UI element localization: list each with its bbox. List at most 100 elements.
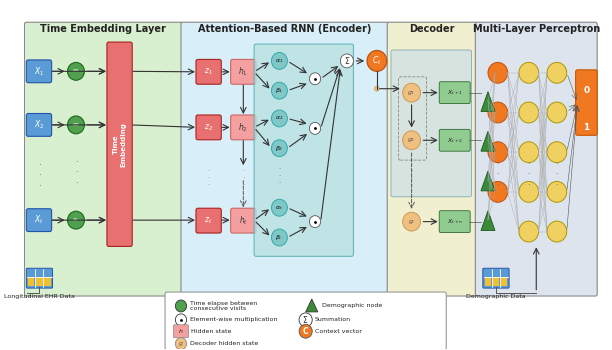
Text: $X_2$: $X_2$	[34, 119, 44, 131]
Text: $z_2$: $z_2$	[204, 122, 213, 133]
Circle shape	[519, 142, 539, 163]
FancyBboxPatch shape	[196, 115, 222, 140]
Polygon shape	[305, 299, 318, 312]
Text: $\Sigma$: $\Sigma$	[302, 314, 309, 326]
Circle shape	[272, 110, 288, 127]
Circle shape	[547, 142, 567, 163]
Text: $\Sigma$: $\Sigma$	[344, 55, 350, 66]
Circle shape	[488, 142, 508, 163]
Circle shape	[272, 140, 288, 157]
Text: $g_1$: $g_1$	[408, 89, 416, 97]
FancyBboxPatch shape	[439, 211, 470, 232]
Circle shape	[176, 300, 187, 312]
FancyBboxPatch shape	[439, 130, 470, 151]
Bar	[493, 277, 499, 286]
Circle shape	[547, 62, 567, 83]
FancyBboxPatch shape	[231, 115, 256, 140]
Polygon shape	[481, 131, 495, 151]
Text: $g_t$: $g_t$	[408, 218, 416, 226]
Text: Demographic Data: Demographic Data	[466, 294, 526, 299]
Circle shape	[272, 82, 288, 99]
Text: $X_1$: $X_1$	[34, 65, 44, 78]
Text: $z_t$: $z_t$	[204, 215, 213, 226]
Text: $\beta_1$: $\beta_1$	[275, 86, 283, 95]
FancyBboxPatch shape	[181, 22, 389, 296]
FancyBboxPatch shape	[476, 22, 597, 296]
Circle shape	[310, 122, 321, 134]
Circle shape	[367, 50, 387, 71]
Circle shape	[272, 229, 288, 246]
Text: Longitudinal EHR Data: Longitudinal EHR Data	[4, 294, 75, 299]
Circle shape	[519, 102, 539, 123]
Circle shape	[176, 338, 187, 350]
Text: ·
·
·: · · ·	[207, 168, 210, 188]
Circle shape	[67, 62, 84, 80]
Text: Context vector: Context vector	[315, 329, 362, 334]
Bar	[28, 277, 34, 286]
Text: $z_1$: $z_1$	[204, 66, 213, 77]
Text: $C_t$: $C_t$	[372, 55, 382, 67]
Circle shape	[547, 221, 567, 242]
FancyBboxPatch shape	[165, 292, 446, 350]
Circle shape	[67, 211, 84, 229]
Text: Decoder: Decoder	[409, 24, 455, 34]
Circle shape	[488, 181, 508, 202]
Text: $g_2$: $g_2$	[408, 136, 416, 144]
Circle shape	[299, 313, 312, 327]
Text: ·
·
·: · · ·	[75, 158, 77, 188]
Circle shape	[310, 73, 321, 85]
Circle shape	[299, 324, 312, 338]
Circle shape	[67, 116, 84, 134]
Text: Multi-Layer Perceptron: Multi-Layer Perceptron	[472, 24, 600, 34]
FancyBboxPatch shape	[387, 22, 477, 296]
Circle shape	[272, 52, 288, 69]
FancyBboxPatch shape	[231, 60, 256, 84]
Text: ·
·
·: · · ·	[528, 160, 530, 190]
Text: $X_{t+1}$: $X_{t+1}$	[447, 88, 463, 97]
Circle shape	[547, 181, 567, 202]
Polygon shape	[481, 171, 495, 191]
FancyBboxPatch shape	[173, 325, 188, 338]
FancyBboxPatch shape	[231, 208, 256, 233]
Bar	[45, 277, 51, 286]
Text: Element-wise multiplication: Element-wise multiplication	[190, 317, 278, 322]
Text: g: g	[179, 341, 183, 346]
Text: Summation: Summation	[315, 317, 351, 322]
Text: $h_1$: $h_1$	[239, 65, 248, 78]
FancyBboxPatch shape	[439, 82, 470, 104]
FancyBboxPatch shape	[24, 22, 183, 296]
Circle shape	[340, 54, 354, 68]
Text: $\alpha_1$: $\alpha_1$	[275, 57, 283, 65]
FancyBboxPatch shape	[196, 60, 222, 84]
Text: 1: 1	[583, 123, 589, 132]
FancyBboxPatch shape	[107, 42, 132, 246]
Circle shape	[547, 102, 567, 123]
Text: $\beta_t$: $\beta_t$	[275, 233, 283, 242]
Circle shape	[519, 221, 539, 242]
Text: $h_t$: $h_t$	[239, 215, 248, 227]
FancyBboxPatch shape	[196, 208, 222, 233]
Circle shape	[403, 131, 420, 150]
Bar	[36, 277, 43, 286]
FancyBboxPatch shape	[391, 50, 472, 197]
Text: $h_2$: $h_2$	[239, 121, 248, 134]
Text: C: C	[303, 327, 308, 336]
Circle shape	[403, 212, 420, 231]
Text: h: h	[179, 329, 183, 334]
Text: $e_1$: $e_1$	[72, 68, 80, 75]
FancyBboxPatch shape	[576, 70, 597, 135]
FancyBboxPatch shape	[26, 268, 53, 288]
Text: ·
·
·: · · ·	[38, 161, 40, 191]
Text: Demographic node: Demographic node	[321, 303, 382, 308]
Text: $e_2$: $e_2$	[72, 121, 80, 129]
FancyBboxPatch shape	[26, 60, 51, 83]
Text: $X_t$: $X_t$	[34, 214, 44, 226]
FancyBboxPatch shape	[26, 209, 51, 232]
Text: Time
Embedding: Time Embedding	[113, 122, 126, 167]
Text: $X_{t+n}$: $X_{t+n}$	[447, 217, 463, 226]
Circle shape	[176, 314, 187, 326]
Text: Hidden state: Hidden state	[192, 329, 232, 334]
Text: $\beta_2$: $\beta_2$	[275, 144, 283, 153]
Circle shape	[519, 62, 539, 83]
Circle shape	[272, 199, 288, 216]
